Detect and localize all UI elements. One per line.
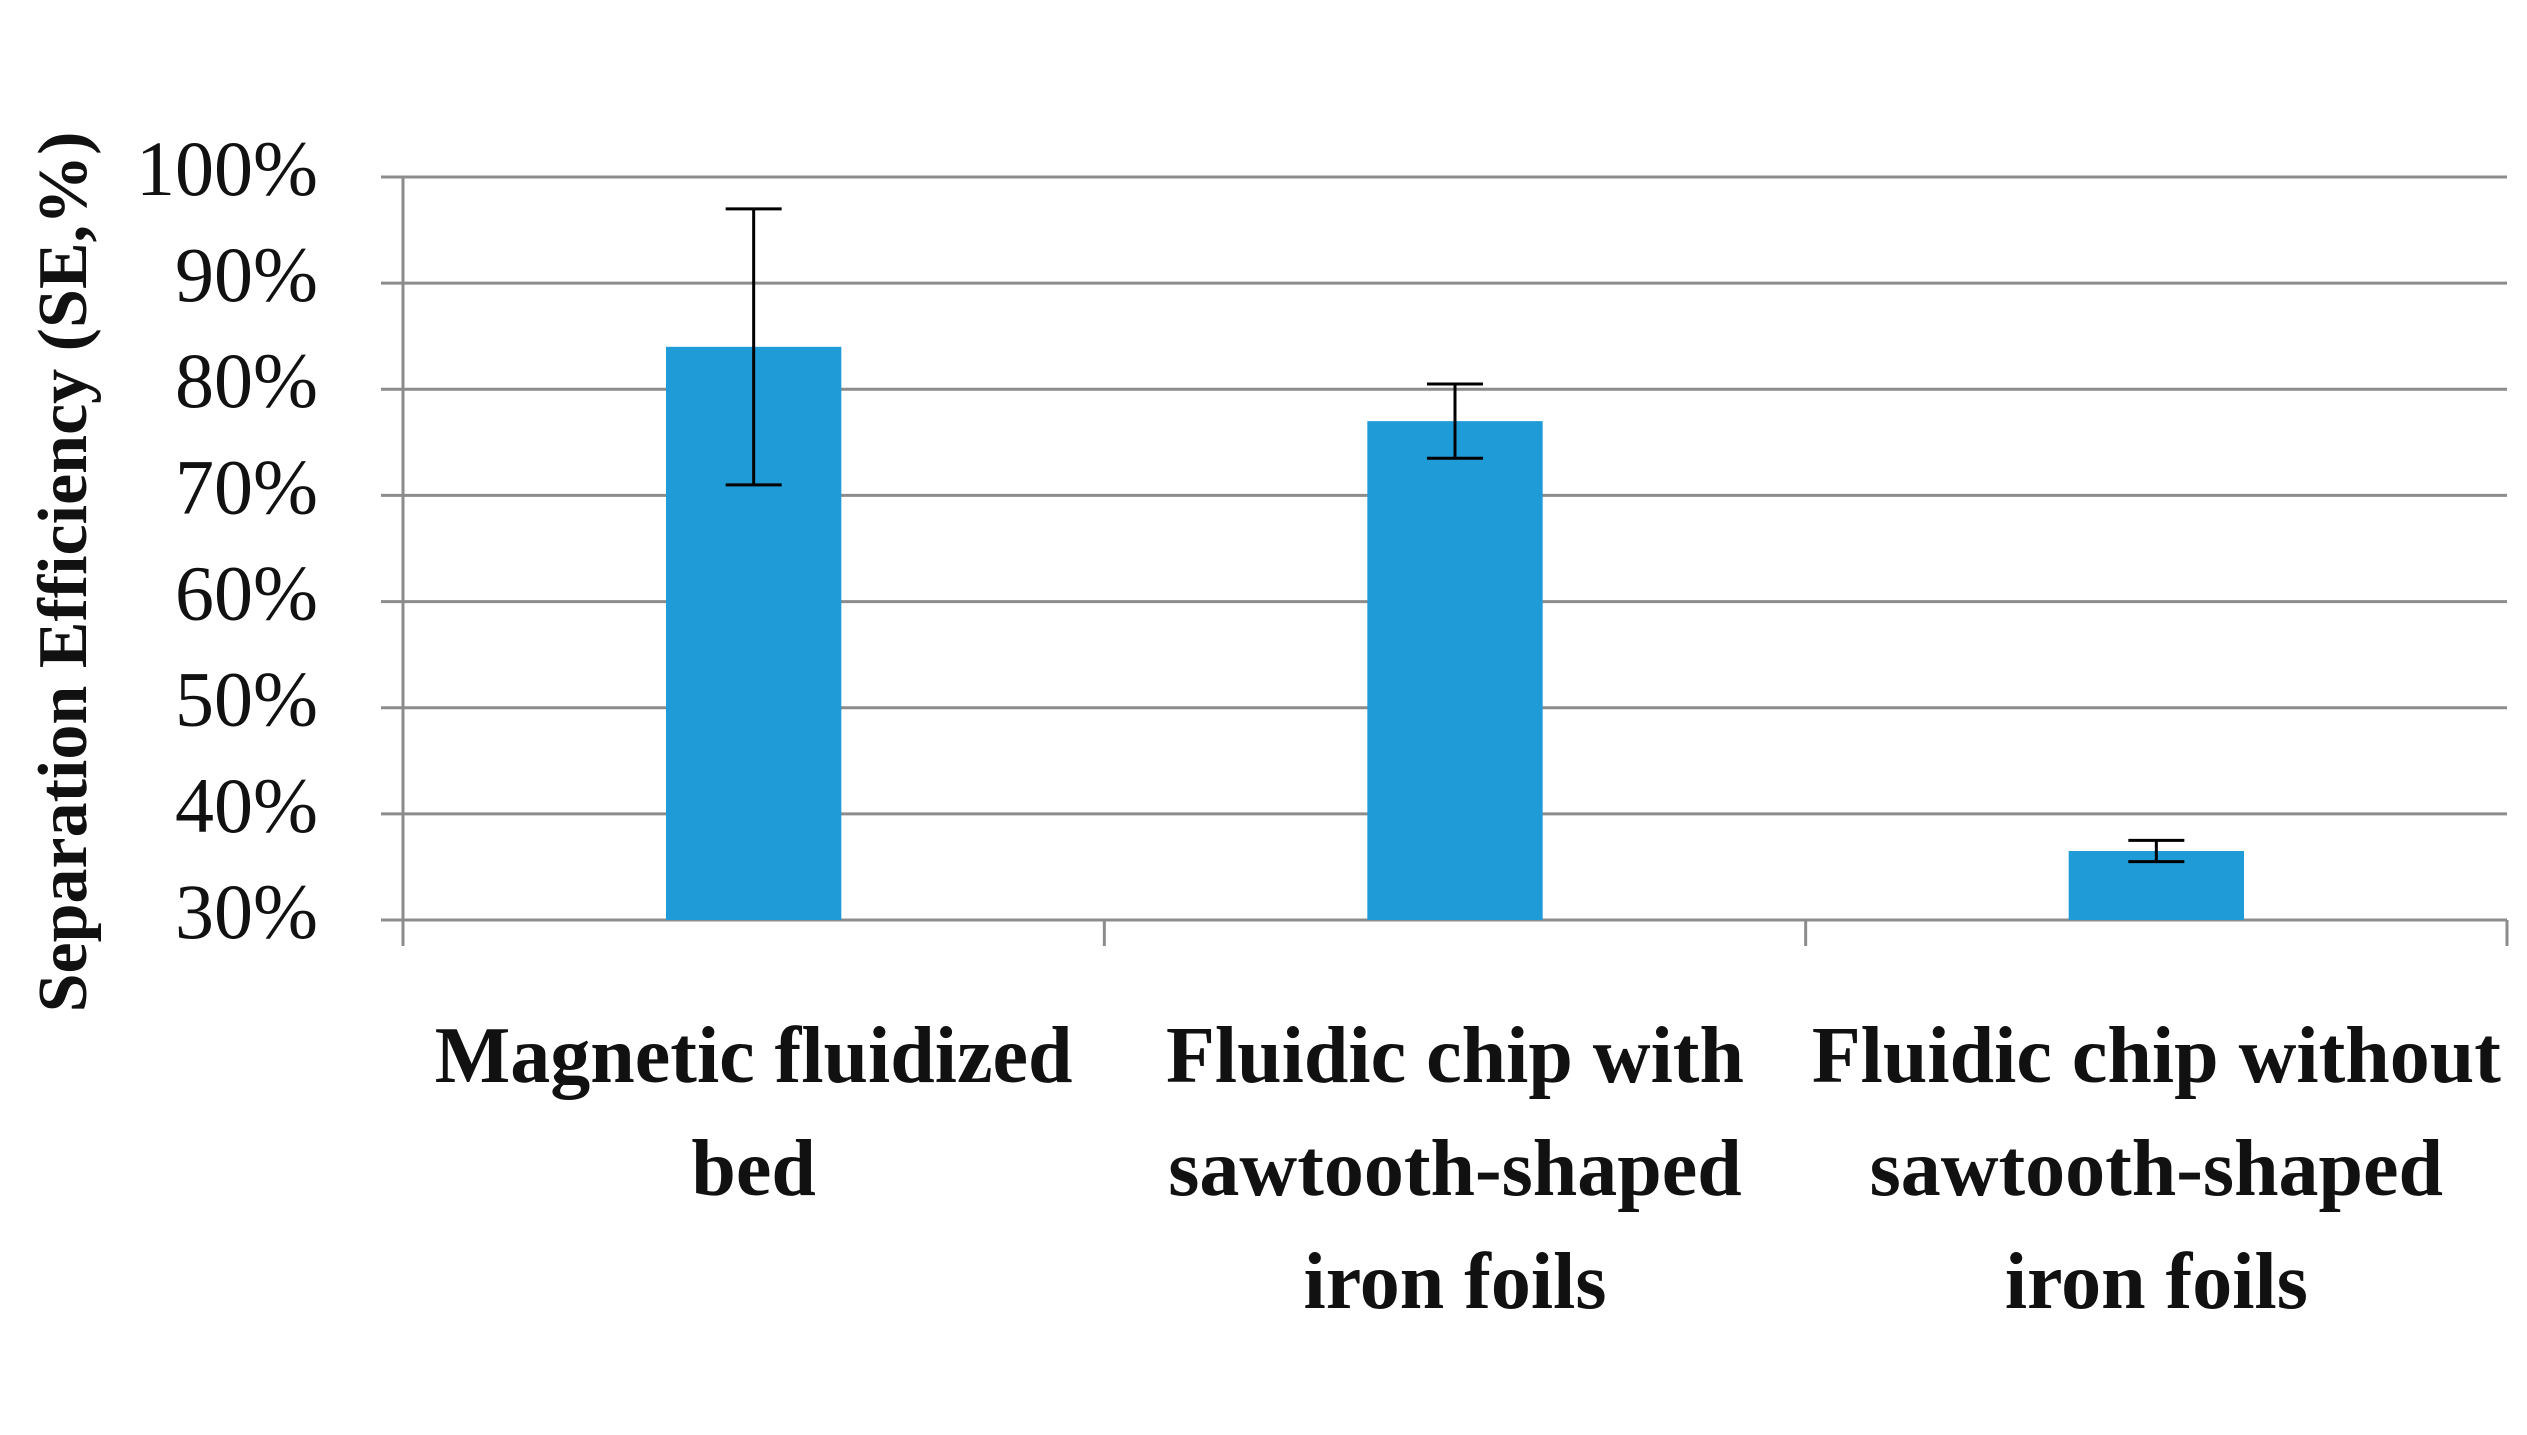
y-tick-label: 90% [175,231,318,318]
y-tick-label: 30% [175,868,318,955]
y-tick-label: 70% [175,443,318,530]
x-tick-label: Fluidic chip without sawtooth-shaped iro… [1811,1012,2501,1326]
y-tick-label: 100% [136,125,318,212]
error-bar [1427,382,1483,460]
bar [1367,421,1543,920]
x-tick-label: Magnetic fluidized bed [434,1012,1073,1213]
y-tick-label: 80% [175,337,318,424]
y-tick-label: 50% [175,656,318,743]
y-axis-title: Separation Efficiency (SE,%) [25,132,102,1013]
error-bar [2128,838,2185,864]
y-tick-label: 40% [175,762,318,849]
y-tick-label: 60% [175,549,318,636]
error-bar [725,207,782,487]
x-tick-label: Fluidic chip with sawtooth-shaped iron f… [1166,1012,1744,1326]
